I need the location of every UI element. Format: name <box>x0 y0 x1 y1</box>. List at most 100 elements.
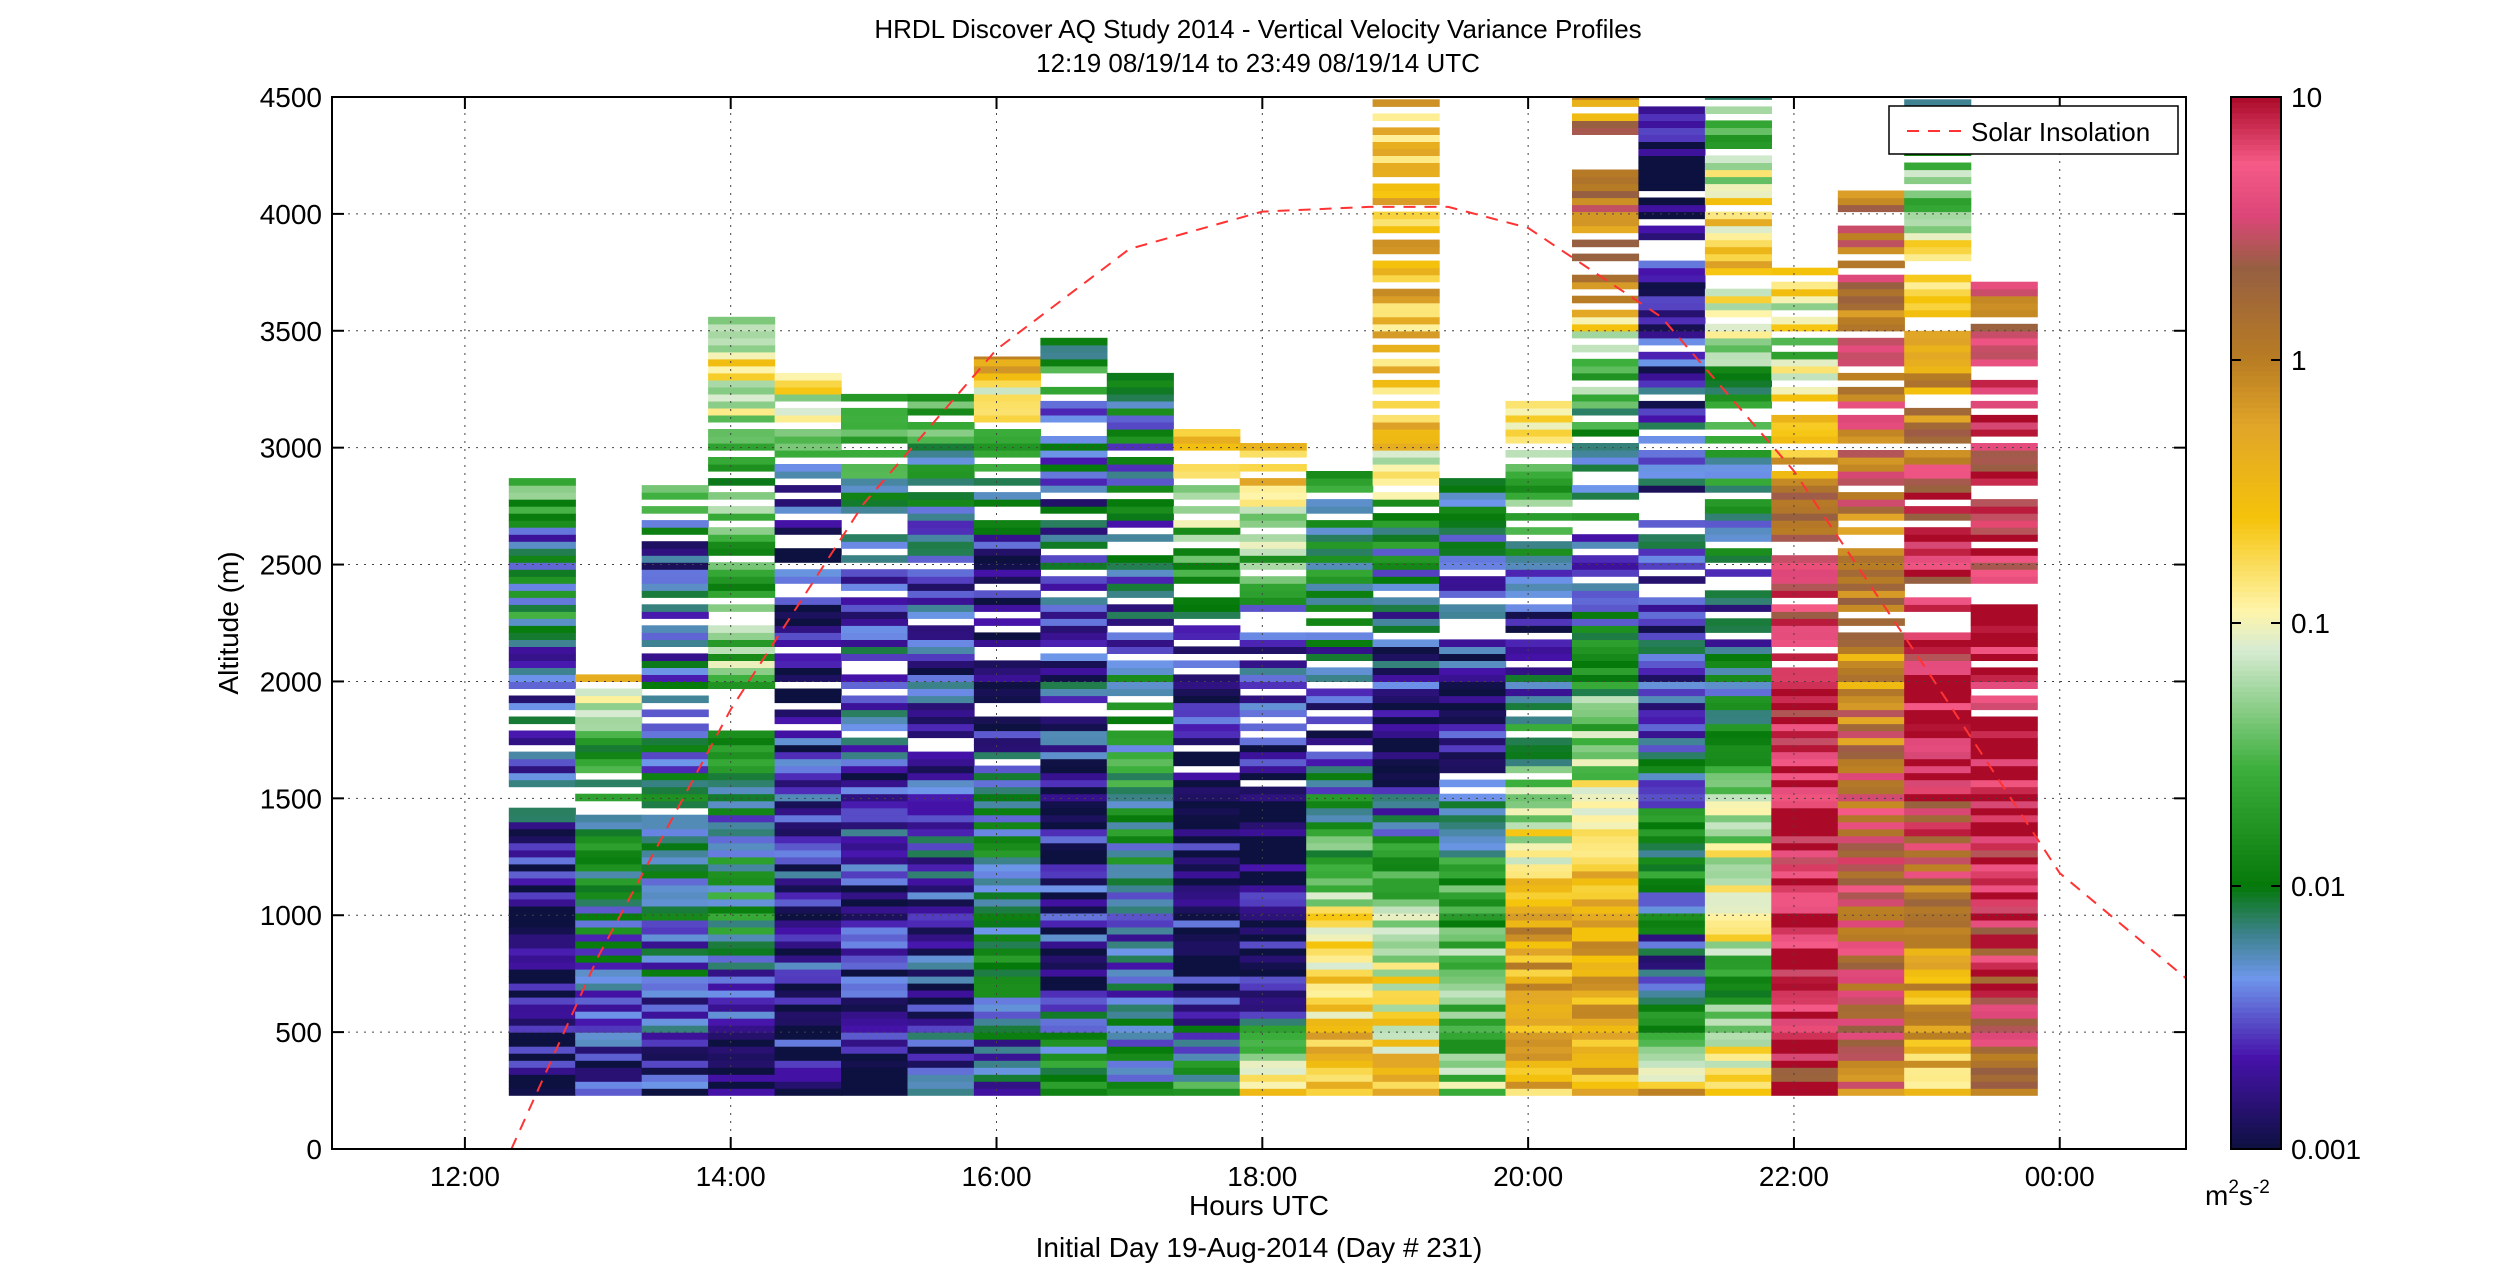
colorbar-cell <box>2231 738 2281 745</box>
heatmap-cell <box>1704 779 1772 788</box>
heatmap-cell <box>1439 478 1507 486</box>
heatmap-cell <box>973 555 1041 563</box>
heatmap-cell <box>1638 807 1706 816</box>
heatmap-cell <box>1904 940 1972 949</box>
heatmap-cell <box>774 1053 842 1061</box>
heatmap-cell <box>1372 358 1440 367</box>
heatmap-cell <box>1704 842 1772 851</box>
colorbar-cell <box>2231 975 2281 982</box>
heatmap-cell <box>508 1060 576 1068</box>
heatmap-cell <box>708 604 776 612</box>
heatmap-cell <box>1372 772 1440 781</box>
heatmap-cell <box>508 821 576 830</box>
heatmap-cell <box>774 933 842 942</box>
heatmap-cell <box>973 667 1041 675</box>
heatmap-cell <box>1704 330 1772 339</box>
heatmap-cell <box>774 1011 842 1019</box>
heatmap-cell <box>1040 450 1108 458</box>
heatmap-cell <box>1040 912 1108 921</box>
heatmap-cell <box>1704 337 1772 346</box>
heatmap-cell <box>1106 632 1174 640</box>
colorbar-cell <box>2231 428 2281 435</box>
heatmap-cell <box>575 744 643 753</box>
heatmap-cell <box>1572 779 1640 788</box>
heatmap-cell <box>1040 933 1108 942</box>
heatmap-cell <box>1904 716 1972 725</box>
heatmap-cell <box>1239 660 1307 668</box>
heatmap-cell <box>973 933 1041 942</box>
heatmap-cell <box>1572 443 1640 451</box>
heatmap-cell <box>575 828 643 837</box>
heatmap-cell <box>907 625 975 633</box>
heatmap-cell <box>774 730 842 739</box>
colorbar-cell <box>2231 586 2281 593</box>
heatmap-cell <box>1239 842 1307 851</box>
heatmap-cell <box>774 758 842 767</box>
heatmap-cell <box>1638 386 1706 395</box>
heatmap-cell <box>1040 464 1108 472</box>
heatmap-cell <box>1771 976 1839 984</box>
heatmap-cell <box>1372 898 1440 907</box>
heatmap-cell <box>1505 842 1573 851</box>
heatmap-cell <box>1439 877 1507 886</box>
heatmap-cell <box>973 1053 1041 1061</box>
heatmap-cell <box>1638 288 1706 297</box>
heatmap-cell <box>774 688 842 697</box>
heatmap-cell <box>508 997 576 1005</box>
heatmap-cell <box>1572 562 1640 570</box>
heatmap-cell <box>641 569 709 577</box>
heatmap-cell <box>907 646 975 654</box>
heatmap-cell <box>1106 997 1174 1005</box>
heatmap-cell <box>1239 513 1307 521</box>
heatmap-cell <box>1904 379 1972 388</box>
heatmap-cell <box>907 660 975 668</box>
heatmap-cell <box>1040 443 1108 451</box>
heatmap-cell <box>1106 611 1174 619</box>
heatmap-cell <box>1638 702 1706 711</box>
heatmap-cell <box>575 863 643 872</box>
heatmap-cell <box>1572 590 1640 598</box>
heatmap-cell <box>1970 695 2038 704</box>
heatmap-cell <box>774 660 842 668</box>
heatmap-cell <box>1173 1025 1241 1033</box>
heatmap-cell <box>1372 267 1440 276</box>
heatmap-cell <box>1439 997 1507 1005</box>
heatmap-cell <box>641 884 709 893</box>
heatmap-cell <box>907 849 975 858</box>
heatmap-cell <box>1970 625 2038 633</box>
heatmap-cell <box>1771 534 1839 542</box>
heatmap-cell <box>973 997 1041 1005</box>
heatmap-cell <box>1572 429 1640 437</box>
heatmap-cell <box>1572 1081 1640 1089</box>
colorbar-cell <box>2231 339 2281 345</box>
heatmap-cell <box>708 674 776 682</box>
heatmap-cell <box>1904 1081 1972 1089</box>
heatmap-cell <box>1771 386 1839 395</box>
heatmap-cell <box>575 716 643 725</box>
heatmap-cell <box>1372 990 1440 998</box>
heatmap-cell <box>1173 464 1241 472</box>
heatmap-cell <box>1173 506 1241 514</box>
heatmap-cell <box>907 450 975 458</box>
heatmap-cell <box>973 940 1041 949</box>
heatmap-cell <box>1638 1025 1706 1033</box>
heatmap-cell <box>641 1032 709 1040</box>
heatmap-cell <box>841 422 909 430</box>
heatmap-cell <box>1638 1053 1706 1061</box>
heatmap-cell <box>1439 898 1507 907</box>
heatmap-cell <box>907 793 975 802</box>
heatmap-cell <box>1505 569 1573 577</box>
y-tick-label: 4000 <box>260 199 322 230</box>
heatmap-cell <box>774 940 842 949</box>
heatmap-cell <box>1771 1025 1839 1033</box>
heatmap-cell <box>1173 548 1241 556</box>
heatmap-cell <box>1771 337 1839 346</box>
heatmap-cell <box>1638 955 1706 963</box>
heatmap-cell <box>1837 1011 1905 1019</box>
heatmap-cell <box>1173 520 1241 528</box>
colorbar-cell <box>2231 1106 2281 1113</box>
colorbar-cell <box>2231 896 2281 903</box>
heatmap-cell <box>1572 681 1640 689</box>
heatmap-cell <box>1239 674 1307 682</box>
heatmap-cell <box>1704 548 1772 556</box>
